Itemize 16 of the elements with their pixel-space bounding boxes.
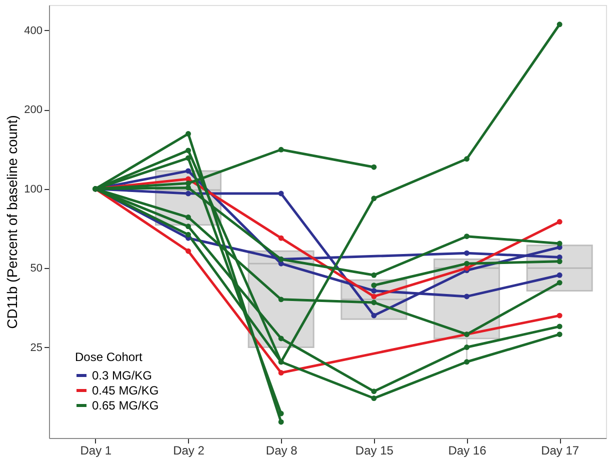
- y-axis-title: CD11b (Percent of baseline count): [4, 115, 20, 329]
- legend-label: 0.65 MG/KG: [92, 398, 159, 412]
- y-tick-label: 400: [24, 24, 42, 37]
- legend-title: Dose Cohort: [75, 350, 144, 364]
- x-tick-label: Day 16: [448, 444, 487, 458]
- legend-label: 0.3 MG/KG: [92, 368, 152, 382]
- legend-label: 0.45 MG/KG: [92, 384, 159, 398]
- y-tick-label: 100: [24, 183, 42, 196]
- x-tick-label: Day 8: [266, 444, 298, 458]
- y-tick-label: 25: [30, 342, 42, 354]
- y-tick-label: 50: [30, 262, 42, 275]
- y-tick-label: 200: [24, 104, 42, 116]
- x-tick-label: Day 17: [541, 444, 580, 458]
- x-tick-label: Day 2: [173, 444, 205, 458]
- x-tick-label: Day 1: [80, 444, 112, 458]
- x-tick-label: Day 15: [355, 444, 394, 458]
